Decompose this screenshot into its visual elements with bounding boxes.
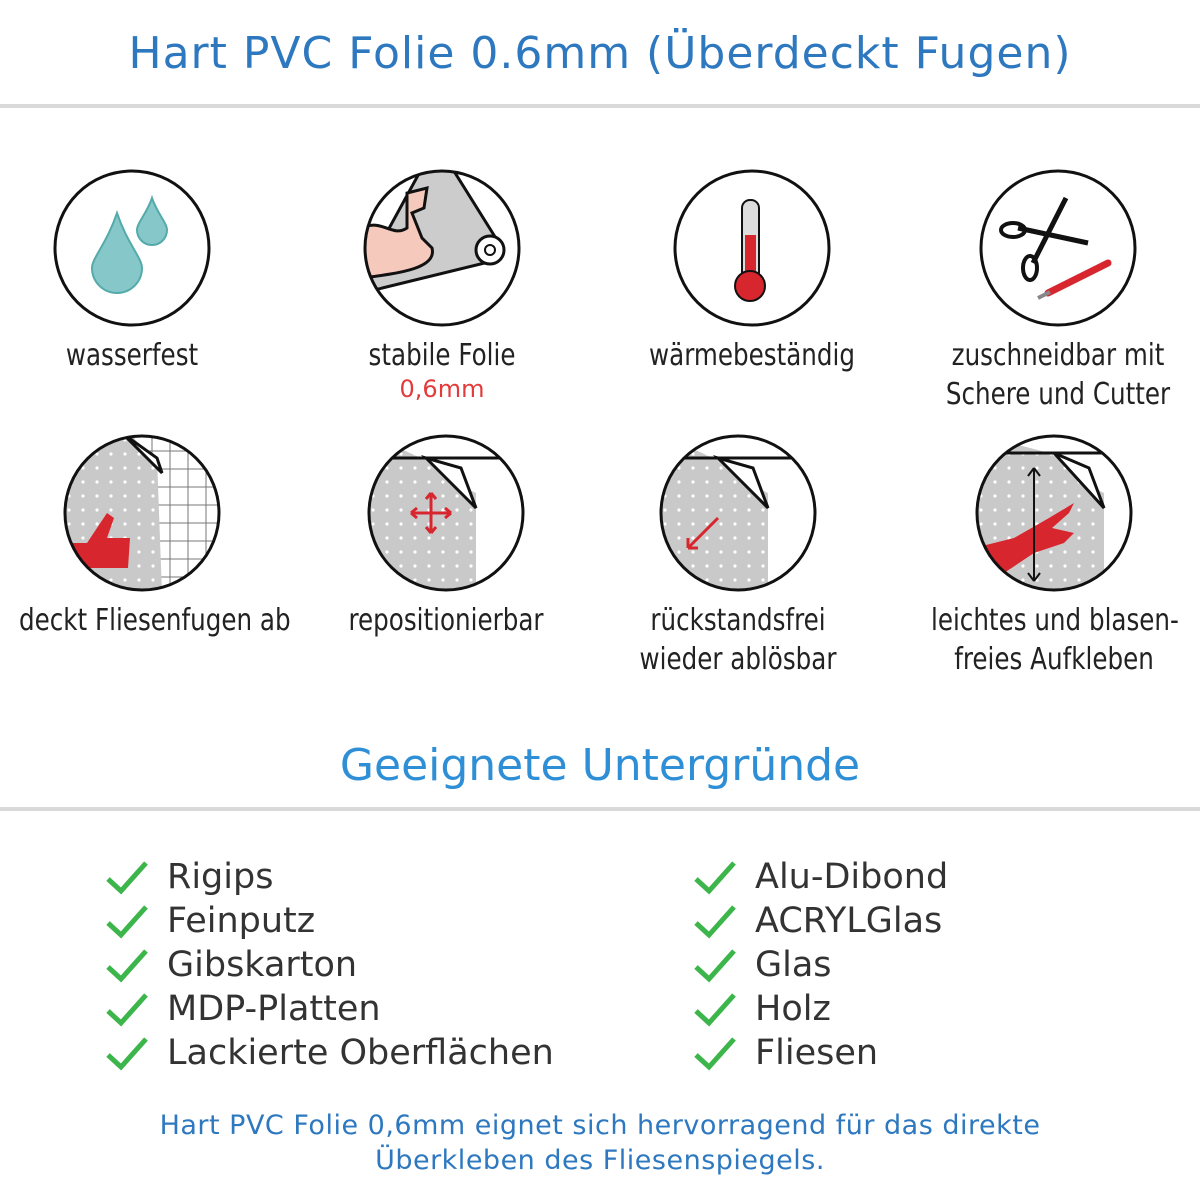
feature-heat: wärmebeständig (602, 168, 902, 375)
divider (0, 104, 1200, 108)
feature-label: wasserfest (65, 338, 199, 373)
list-item-label: Alu-Dibond (755, 857, 949, 897)
list-item: Fliesen (693, 1031, 948, 1075)
feature-label: wärmebeständig (649, 338, 855, 373)
water-drops-icon (53, 169, 211, 327)
feature-residue-free: rückstandsfrei wieder ablösbar (588, 433, 888, 679)
check-icon (106, 861, 148, 895)
check-icon (694, 905, 736, 939)
check-icon (694, 993, 736, 1027)
list-item: Holz (693, 987, 948, 1031)
feature-waterproof: wasserfest (0, 168, 282, 375)
scissors-cutter-icon (979, 169, 1137, 327)
list-item: Glas (693, 943, 948, 987)
list-item: Lackierte Oberflächen (105, 1031, 554, 1075)
check-icon (694, 949, 736, 983)
move-arrows-icon (367, 434, 525, 592)
thickness-label: 0,6mm (399, 375, 485, 403)
feature-stable: stabile Folie 0,6mm (292, 168, 592, 403)
feature-repositionable: repositionierbar (296, 433, 596, 640)
feature-label: rückstandsfrei (650, 603, 826, 638)
list-item: Alu-Dibond (693, 855, 948, 899)
feature-bubble-free: leichtes und blasen- freies Aufkleben (904, 433, 1200, 679)
feature-covers-joints: deckt Fliesenfugen ab (0, 433, 292, 640)
footer-line: Überkleben des Fliesenspiegels. (375, 1145, 825, 1176)
list-item-label: Gibskarton (167, 945, 358, 985)
surfaces-list-right: Alu-Dibond ACRYLGlas Glas Holz Fliesen (693, 855, 948, 1075)
feature-label: deckt Fliesenfugen ab (19, 603, 291, 638)
flexed-arm-roll-icon (363, 169, 521, 327)
check-icon (106, 905, 148, 939)
list-item-label: Holz (755, 989, 831, 1029)
feature-label: leichtes und blasen- (931, 603, 1179, 638)
thumbs-up-tile-icon (63, 434, 221, 592)
feature-label: repositionierbar (348, 603, 544, 638)
page-title: Hart PVC Folie 0.6mm (Überdeckt Fugen) (128, 28, 1072, 79)
list-item-label: MDP-Platten (167, 989, 381, 1029)
divider (0, 807, 1200, 811)
feature-label: wieder ablösbar (639, 642, 837, 677)
check-icon (106, 949, 148, 983)
list-item-label: Feinputz (167, 901, 316, 941)
feature-cuttable: zuschneidbar mit Schere und Cutter (908, 168, 1200, 414)
list-item: Rigips (105, 855, 554, 899)
list-item: Gibskarton (105, 943, 554, 987)
feature-label: zuschneidbar mit (951, 338, 1165, 373)
check-icon (694, 861, 736, 895)
list-item-label: Glas (755, 945, 832, 985)
list-item-label: ACRYLGlas (755, 901, 943, 941)
feature-label: Schere und Cutter (945, 377, 1171, 412)
check-icon (694, 1037, 736, 1071)
footer-line: Hart PVC Folie 0,6mm eignet sich hervorr… (159, 1110, 1041, 1141)
check-icon (106, 993, 148, 1027)
feature-label: stabile Folie (368, 338, 516, 373)
hand-smooth-icon (975, 434, 1133, 592)
list-item-label: Rigips (167, 857, 274, 897)
check-icon (106, 1037, 148, 1071)
surfaces-list-left: Rigips Feinputz Gibskarton MDP-Platten L… (105, 855, 554, 1075)
feature-label: freies Aufkleben (954, 642, 1154, 677)
section-title: Geeignete Untergründe (339, 740, 861, 791)
footer-note: Hart PVC Folie 0,6mm eignet sich hervorr… (0, 1108, 1200, 1178)
list-item: MDP-Platten (105, 987, 554, 1031)
list-item-label: Fliesen (755, 1033, 879, 1073)
list-item: Feinputz (105, 899, 554, 943)
list-item-label: Lackierte Oberflächen (167, 1033, 554, 1073)
peel-arrow-icon (659, 434, 817, 592)
thermometer-icon (673, 169, 831, 327)
list-item: ACRYLGlas (693, 899, 948, 943)
